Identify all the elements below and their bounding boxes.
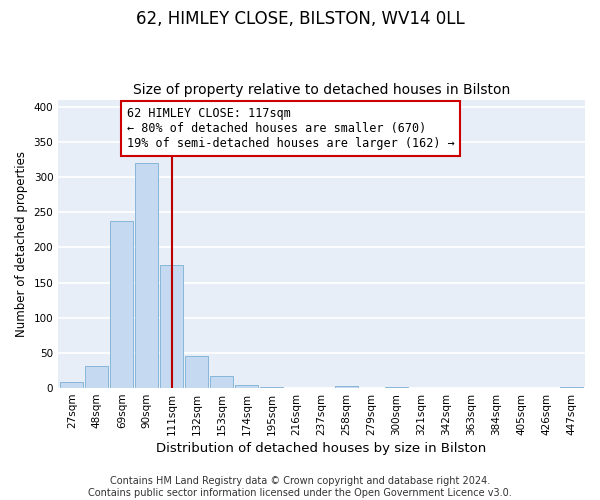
Bar	[210, 376, 233, 388]
Text: Contains HM Land Registry data © Crown copyright and database right 2024.
Contai: Contains HM Land Registry data © Crown c…	[88, 476, 512, 498]
Bar	[61, 382, 83, 388]
Bar	[335, 386, 358, 388]
Text: 62, HIMLEY CLOSE, BILSTON, WV14 0LL: 62, HIMLEY CLOSE, BILSTON, WV14 0LL	[136, 10, 464, 28]
Bar	[136, 163, 158, 388]
Bar	[160, 265, 183, 388]
Y-axis label: Number of detached properties: Number of detached properties	[15, 151, 28, 337]
Bar	[85, 366, 109, 388]
Bar	[235, 384, 258, 388]
Bar	[560, 386, 583, 388]
X-axis label: Distribution of detached houses by size in Bilston: Distribution of detached houses by size …	[157, 442, 487, 455]
Bar	[110, 220, 133, 388]
Bar	[185, 356, 208, 388]
Title: Size of property relative to detached houses in Bilston: Size of property relative to detached ho…	[133, 83, 510, 97]
Text: 62 HIMLEY CLOSE: 117sqm
← 80% of detached houses are smaller (670)
19% of semi-d: 62 HIMLEY CLOSE: 117sqm ← 80% of detache…	[127, 107, 454, 150]
